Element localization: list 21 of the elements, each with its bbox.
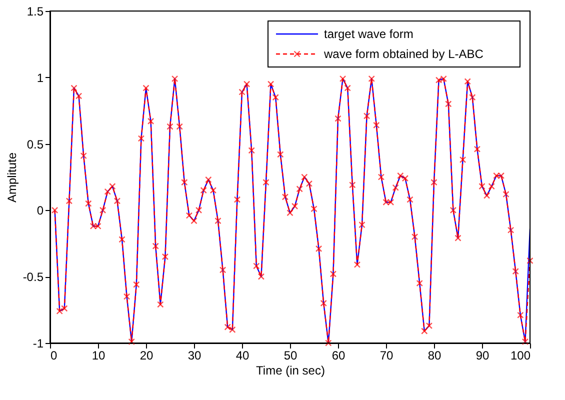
- x-tick-label: 60: [332, 348, 346, 362]
- y-tick-label: 1: [36, 70, 44, 85]
- x-tick-label: 50: [284, 348, 298, 362]
- y-tick-label: -1: [32, 336, 44, 350]
- x-tick-label: 100: [510, 348, 531, 362]
- x-tick-label: 0: [50, 348, 58, 362]
- y-tick-label: 1.5: [26, 4, 44, 18]
- x-tick-label: 30: [188, 348, 202, 362]
- x-tick-label: 80: [428, 348, 442, 362]
- y-tick-label: -0.5: [22, 270, 44, 284]
- x-tick-label: 40: [236, 348, 250, 362]
- x-axis-title: Time (in sec): [256, 364, 325, 378]
- y-tick-label: 0.5: [26, 137, 44, 152]
- legend-label: wave form obtained by L-ABC: [323, 47, 484, 61]
- y-tick-label: 0: [36, 204, 44, 218]
- y-axis-title: Amplitute: [4, 152, 19, 203]
- legend-label: target wave form: [324, 27, 414, 41]
- x-tick-label: 90: [476, 348, 490, 362]
- x-tick-label: 20: [140, 348, 154, 362]
- x-tick-label: 10: [92, 348, 106, 362]
- x-tick-label: 70: [380, 348, 394, 362]
